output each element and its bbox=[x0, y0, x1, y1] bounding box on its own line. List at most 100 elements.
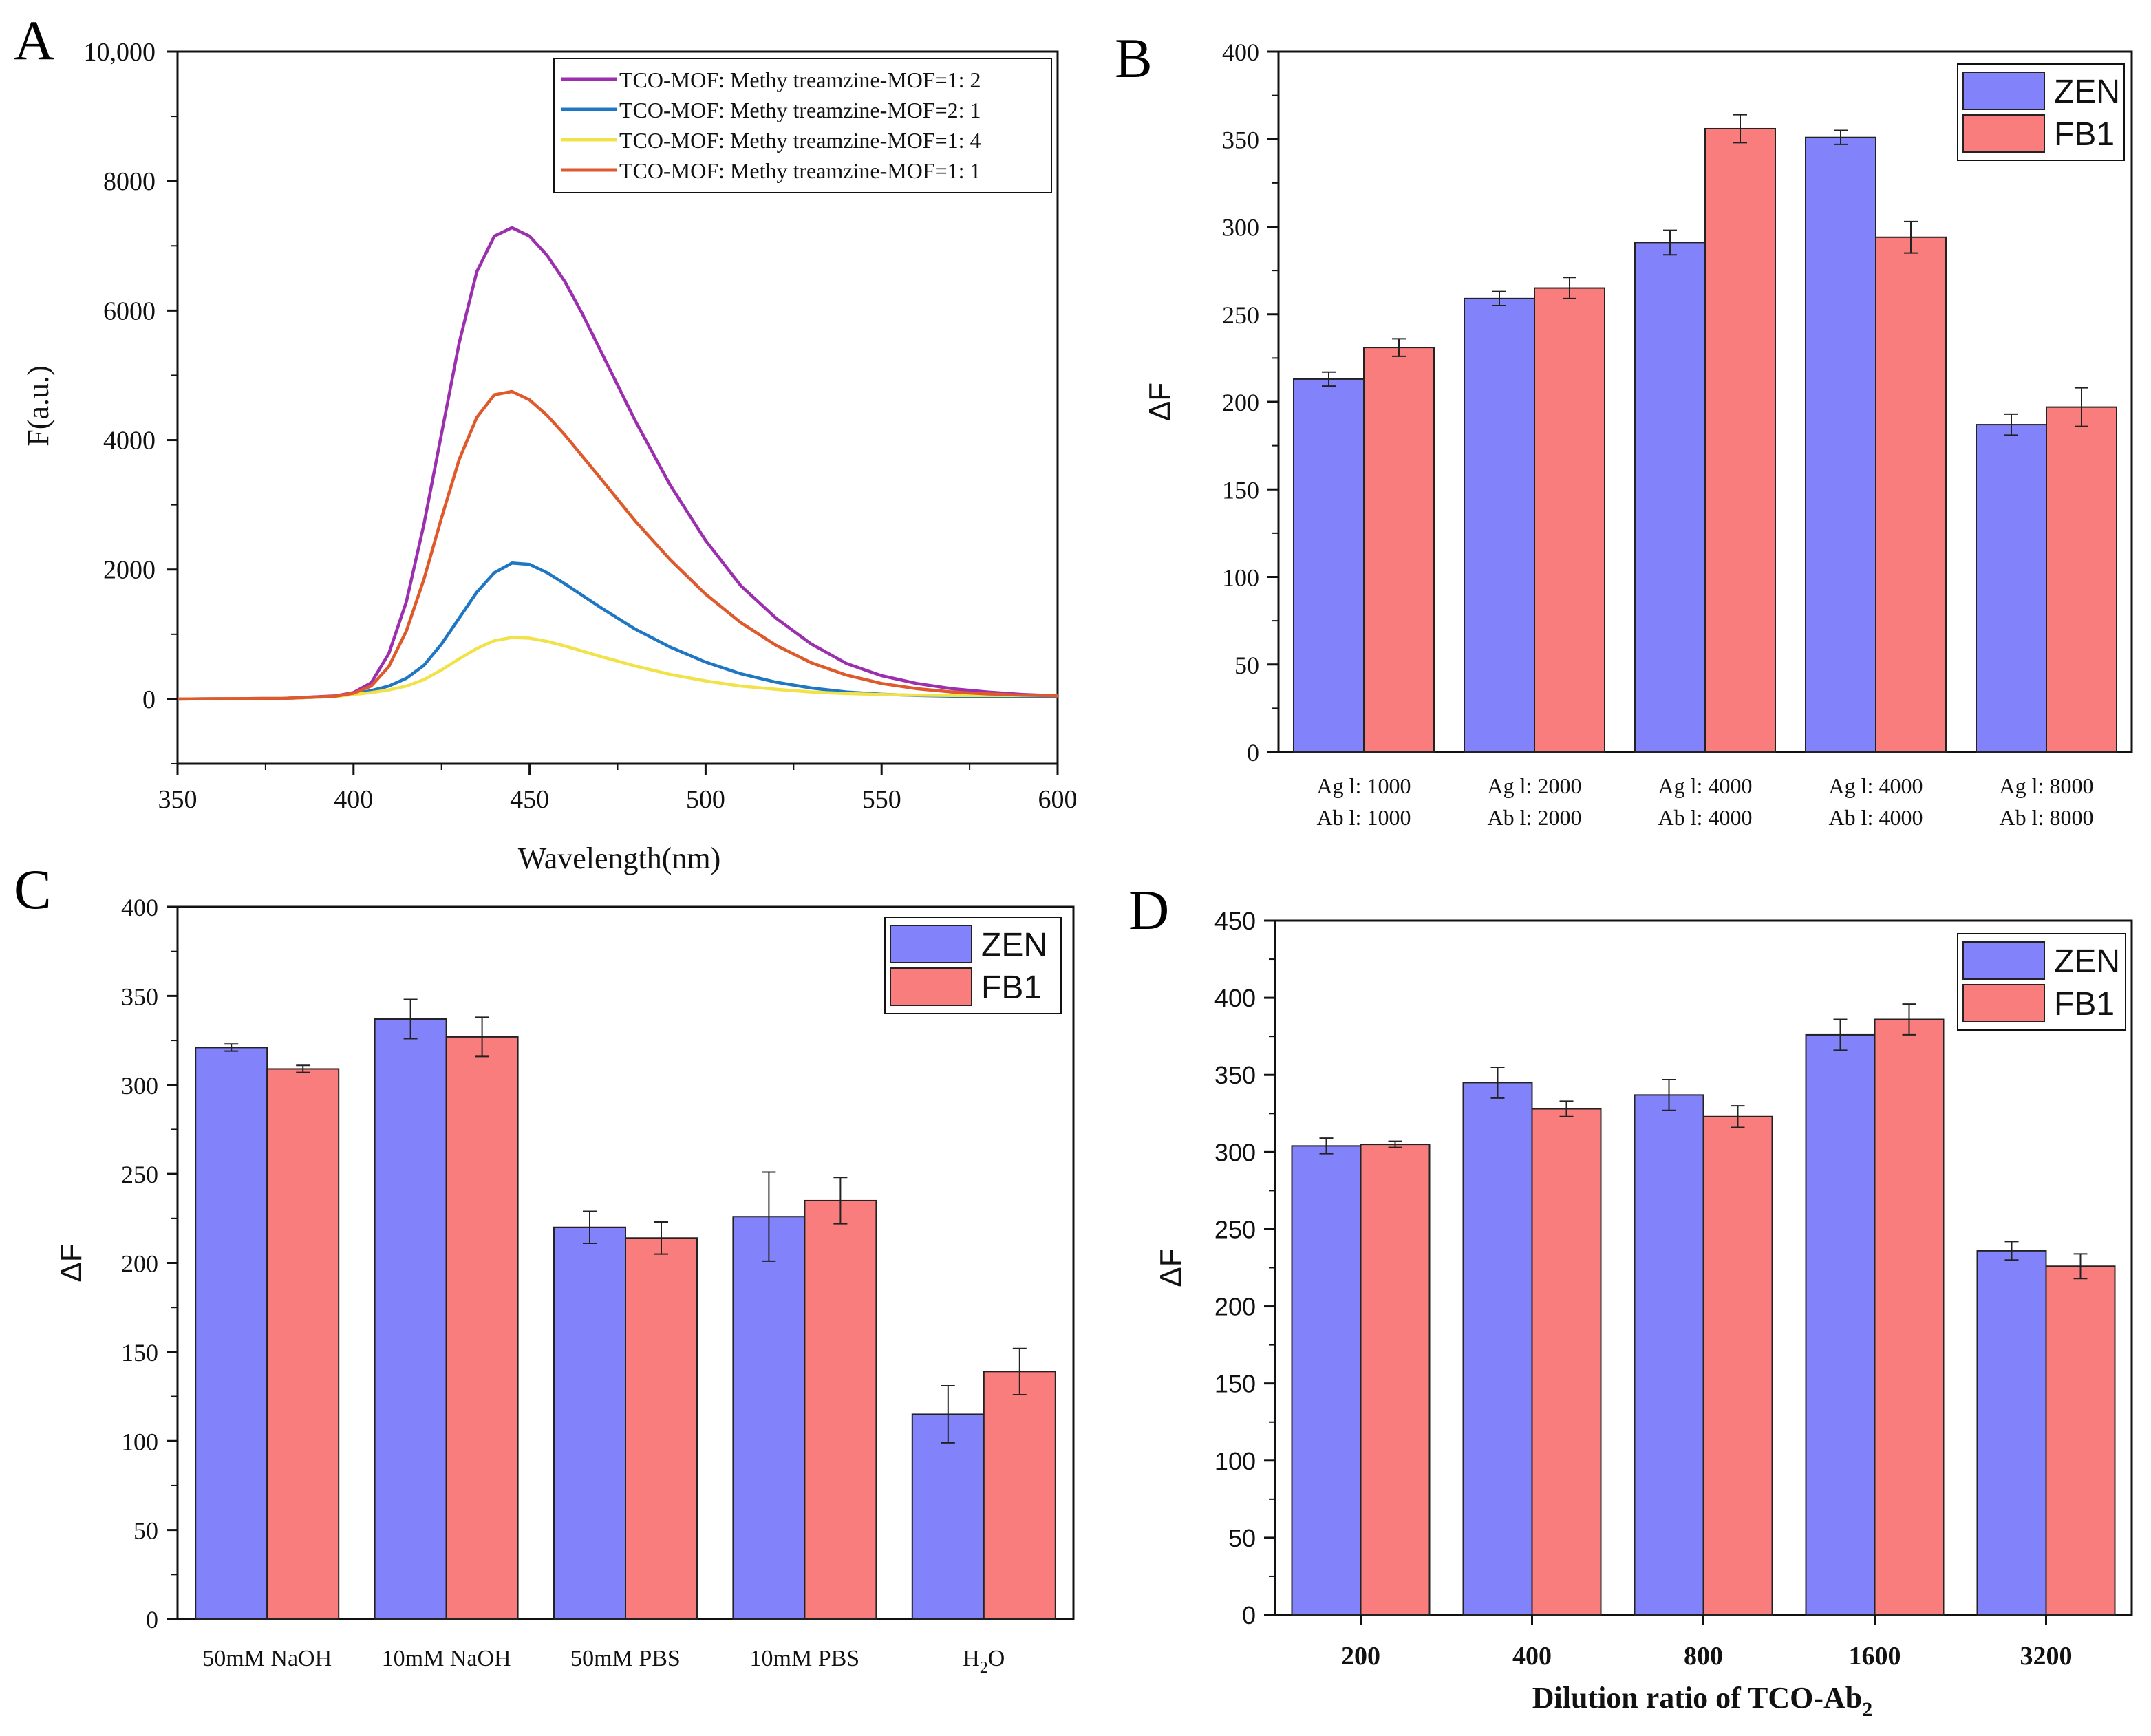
legend-swatch-fb1 bbox=[1962, 984, 2045, 1022]
y-tick-label: 50 bbox=[133, 1517, 158, 1545]
bar-zen-3 bbox=[1634, 242, 1706, 753]
bar-zen-2 bbox=[1462, 1082, 1533, 1616]
series-line-4 bbox=[177, 389, 1058, 701]
y-axis-title: ΔF bbox=[54, 1243, 88, 1282]
y-tick-label: 350 bbox=[1222, 126, 1259, 153]
x-tick-label: 50mM NaOH bbox=[202, 1646, 332, 1671]
bar-fb1-4 bbox=[804, 1199, 877, 1620]
y-tick-label: 150 bbox=[121, 1339, 158, 1367]
panel-d-bar-chart: 0 50 100 150 200 250 300 350 400 450 ΔF ZEN FB1 200 40… bbox=[1154, 907, 2133, 1721]
x-tick-label: 550 bbox=[862, 785, 901, 814]
y-tick-label: 400 bbox=[1214, 984, 1256, 1012]
y-tick-label: 50 bbox=[1228, 1524, 1256, 1552]
x-axis-title: Dilution ratio of TCO-Ab2 bbox=[1532, 1681, 1873, 1721]
series-line-3 bbox=[177, 636, 1058, 701]
y-tick-label: 400 bbox=[121, 894, 158, 921]
bar-fb1-1 bbox=[266, 1068, 340, 1620]
y-tick-label: 200 bbox=[1214, 1293, 1256, 1321]
legend-label-zen: ZEN bbox=[981, 927, 1047, 963]
legend-swatch-fb1 bbox=[890, 967, 972, 1006]
y-tick-label: 200 bbox=[1222, 389, 1259, 416]
x-tick-label: 400 bbox=[1512, 1642, 1552, 1671]
x-tick-label-line1: Ag l: 4000 bbox=[1658, 773, 1753, 798]
x-tick-label-line2: Ab l: 4000 bbox=[1658, 805, 1753, 830]
bar-zen-5 bbox=[1976, 1250, 2047, 1616]
y-tick-label: 250 bbox=[1222, 301, 1259, 329]
x-tick-label: 10mM NaOH bbox=[382, 1646, 511, 1671]
y-axis-title: F(a.u.) bbox=[21, 365, 55, 446]
bar-fb1-3 bbox=[625, 1237, 698, 1620]
bar-fb1-5 bbox=[2045, 1265, 2116, 1616]
bar-fb1-2 bbox=[1531, 1108, 1602, 1616]
x-tick-label-line1: Ag l: 2000 bbox=[1488, 773, 1582, 798]
legend-swatch-zen bbox=[1962, 72, 2045, 110]
x-tick-label: 10mM PBS bbox=[750, 1646, 860, 1671]
x-axis-title-text: Dilution ratio of TCO-Ab bbox=[1532, 1681, 1863, 1715]
bar-zen-1 bbox=[195, 1047, 268, 1620]
y-tick-label: 150 bbox=[1222, 476, 1259, 504]
y-axis-title: ΔF bbox=[1143, 383, 1177, 421]
x-tick-label-line2: Ab l: 1000 bbox=[1317, 805, 1411, 830]
bar-fb1-5 bbox=[983, 1371, 1056, 1620]
bar-zen-1 bbox=[1293, 378, 1365, 753]
x-tick-label-line2: Ab l: 2000 bbox=[1488, 805, 1582, 830]
x-tick-label: 3200 bbox=[2020, 1642, 2073, 1671]
legend-swatch-zen bbox=[1962, 941, 2045, 980]
legend-label-1: TCO-MOF: Methy treamzine-MOF=1: 2 bbox=[619, 67, 981, 92]
x-tick-label: 800 bbox=[1684, 1642, 1723, 1671]
bar-zen-2 bbox=[374, 1018, 447, 1620]
y-tick-label: 250 bbox=[121, 1161, 158, 1188]
legend-label-fb1: FB1 bbox=[2054, 116, 2115, 153]
x-tick-label: 350 bbox=[158, 785, 197, 814]
y-tick-label: 0 bbox=[1247, 739, 1259, 767]
bar-zen-5 bbox=[1976, 424, 2047, 753]
y-tick-label: 300 bbox=[1222, 214, 1259, 242]
y-tick-label: 50 bbox=[1234, 652, 1259, 679]
y-tick-label: 8000 bbox=[103, 167, 156, 196]
bar-fb1-5 bbox=[2046, 406, 2117, 753]
x-tick-label: 600 bbox=[1038, 785, 1078, 814]
y-tick-label: 6000 bbox=[103, 297, 156, 325]
panel-label-b: B bbox=[1115, 27, 1153, 89]
legend-swatch-fb1 bbox=[1962, 114, 2045, 153]
x-tick-label: 1600 bbox=[1849, 1642, 1901, 1671]
x-tick-label-subscript: 2 bbox=[980, 1659, 988, 1677]
legend-label-4: TCO-MOF: Methy treamzine-MOF=1: 1 bbox=[619, 158, 981, 183]
x-tick-label-line1: Ag l: 1000 bbox=[1317, 773, 1411, 798]
y-tick-label: 0 bbox=[146, 1606, 158, 1633]
legend-label-3: TCO-MOF: Methy treamzine-MOF=1: 4 bbox=[619, 128, 981, 153]
bar-zen-3 bbox=[553, 1226, 626, 1620]
legend-label-fb1: FB1 bbox=[981, 969, 1042, 1006]
x-tick-label: 200 bbox=[1341, 1642, 1380, 1671]
panel-b-bar-chart: 0 50 100 150 200 250 300 350 400 ΔF ZEN FB1 Ag l: 10… bbox=[1143, 39, 2133, 830]
panel-label-c: C bbox=[14, 858, 52, 921]
x-tick-label: 450 bbox=[510, 785, 549, 814]
panel-label-a: A bbox=[14, 9, 54, 72]
bar-fb1-1 bbox=[1363, 347, 1435, 753]
y-tick-label: 100 bbox=[121, 1428, 158, 1455]
y-tick-label: 400 bbox=[1222, 39, 1259, 66]
y-tick-label: 100 bbox=[1214, 1447, 1256, 1475]
bar-fb1-2 bbox=[445, 1036, 519, 1620]
y-tick-label: 350 bbox=[1214, 1061, 1256, 1089]
bar-fb1-3 bbox=[1702, 1115, 1773, 1616]
y-tick-label: 300 bbox=[121, 1072, 158, 1100]
legend-label-fb1: FB1 bbox=[2054, 986, 2115, 1022]
x-tick-label: 400 bbox=[334, 785, 373, 814]
x-axis-title-subscript: 2 bbox=[1862, 1698, 1872, 1721]
y-tick-label: 250 bbox=[1214, 1215, 1256, 1243]
y-tick-label: 0 bbox=[1242, 1601, 1256, 1629]
panel-label-d: D bbox=[1128, 879, 1169, 941]
bar-fb1-4 bbox=[1875, 236, 1947, 753]
x-tick-label: 50mM PBS bbox=[570, 1646, 681, 1671]
bar-fb1-1 bbox=[1360, 1144, 1431, 1616]
x-tick-label-line1: Ag l: 8000 bbox=[2000, 773, 2094, 798]
panel-a-line-chart: 350 400 450 500 550 6000200040006000800010,00… bbox=[21, 38, 1078, 875]
x-tick-label: 500 bbox=[686, 785, 725, 814]
x-axis-title: Wavelength(nm) bbox=[518, 842, 721, 875]
y-tick-label: 2000 bbox=[103, 556, 156, 585]
bar-fb1-2 bbox=[1534, 287, 1605, 753]
legend-label-zen: ZEN bbox=[2054, 74, 2120, 110]
